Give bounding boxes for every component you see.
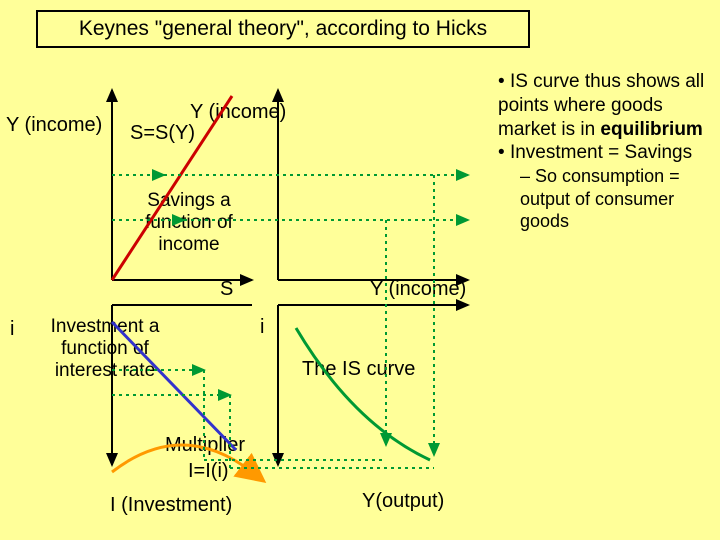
axes-group: [112, 90, 468, 465]
diagram-svg: [0, 0, 720, 540]
curves-group: [112, 96, 430, 472]
dotted-group: [112, 175, 468, 468]
